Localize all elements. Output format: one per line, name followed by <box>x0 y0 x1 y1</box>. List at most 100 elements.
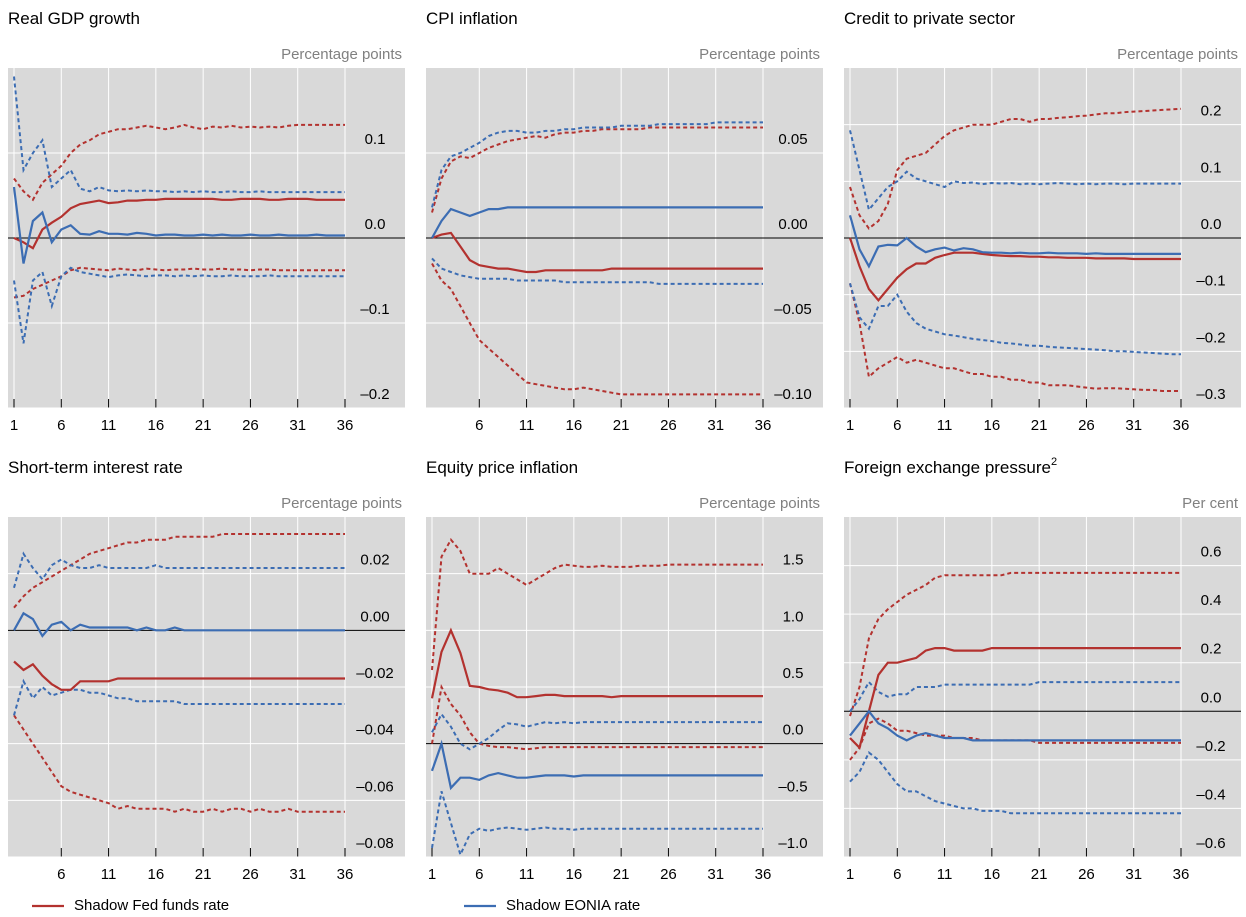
x-tick-label: 16 <box>984 417 1001 434</box>
response-line <box>849 647 1181 750</box>
x-tick-label: 36 <box>755 417 772 434</box>
response-line <box>849 709 1181 742</box>
y-tick-label: 0.6 <box>1201 544 1222 561</box>
x-tick-label: 16 <box>984 866 1001 883</box>
y-tick-label: –0.10 <box>774 386 812 403</box>
x-tick-label: 16 <box>566 417 583 434</box>
x-tick-label: 11 <box>519 866 535 883</box>
x-tick-label: 6 <box>475 866 483 883</box>
x-tick-label: 26 <box>660 866 677 883</box>
y-tick-label: –0.6 <box>1196 835 1225 852</box>
x-tick-label: 6 <box>57 866 65 883</box>
x-tick-label: 21 <box>1031 866 1048 883</box>
band-line <box>849 107 1182 230</box>
x-tick-label: 26 <box>1078 417 1095 434</box>
y-tick-label: –0.2 <box>1196 738 1225 755</box>
y-tick-label: 0.2 <box>1201 641 1222 658</box>
band-line <box>13 266 345 344</box>
title-text: Equity price inflation <box>426 458 578 477</box>
x-tick-label: 31 <box>289 866 306 883</box>
y-tick-label: 1.5 <box>783 552 804 569</box>
y-tick-label: –1.0 <box>778 835 807 852</box>
y-tick-label: 0.1 <box>365 131 386 148</box>
x-tick-label: 36 <box>1173 417 1190 434</box>
band-line <box>13 123 345 202</box>
panel-title: Credit to private sector <box>844 9 1015 28</box>
x-tick-label: 21 <box>613 417 630 434</box>
band-line <box>849 130 1181 212</box>
band-line <box>431 537 763 671</box>
y-tick-label: 0.1 <box>1201 159 1222 176</box>
y-tick-label: –0.5 <box>778 778 807 795</box>
x-tick-label: 36 <box>755 866 772 883</box>
response-line <box>13 197 345 250</box>
response-line <box>848 215 1181 269</box>
panel-title: Real GDP growth <box>8 9 140 28</box>
unit-label: Percentage points <box>1117 46 1238 63</box>
x-tick-label: 21 <box>195 866 212 883</box>
title-text: CPI inflation <box>426 9 518 28</box>
unit-label: Percentage points <box>699 495 820 512</box>
x-tick-label: 1 <box>846 866 854 883</box>
y-tick-label: –0.2 <box>1196 329 1225 346</box>
band-line <box>13 266 345 299</box>
band-line <box>849 283 1181 356</box>
y-tick-label: –0.3 <box>1196 386 1225 403</box>
y-tick-label: –0.04 <box>356 722 394 739</box>
x-tick-label: 16 <box>148 417 165 434</box>
x-tick-label: 11 <box>937 417 953 434</box>
band-line <box>849 680 1181 712</box>
y-tick-label: 0.00 <box>360 608 389 625</box>
band-line <box>431 263 763 396</box>
legend-label: Shadow Fed funds rate <box>74 897 229 914</box>
y-tick-label: 0.00 <box>778 216 807 233</box>
y-tick-label: –0.4 <box>1196 786 1225 803</box>
x-tick-label: 36 <box>337 866 354 883</box>
y-tick-label: 0.02 <box>360 552 389 569</box>
y-tick-label: –0.02 <box>356 665 394 682</box>
band-line <box>13 76 345 194</box>
y-tick-label: –0.06 <box>356 778 394 795</box>
x-tick-label: 11 <box>101 866 117 883</box>
x-tick-label: 21 <box>1031 417 1048 434</box>
unit-label: Per cent <box>1182 495 1239 512</box>
x-tick-label: 31 <box>1125 417 1142 434</box>
x-tick-label: 6 <box>57 417 65 434</box>
x-tick-label: 26 <box>1078 866 1095 883</box>
x-tick-label: 6 <box>475 417 483 434</box>
title-text: Real GDP growth <box>8 9 140 28</box>
x-tick-label: 1 <box>428 866 436 883</box>
x-tick-label: 31 <box>1125 866 1142 883</box>
x-tick-label: 11 <box>519 417 535 434</box>
x-tick-label: 6 <box>893 866 901 883</box>
x-tick-label: 26 <box>242 866 259 883</box>
title-text: Credit to private sector <box>844 9 1015 28</box>
x-tick-label: 31 <box>707 866 724 883</box>
band-line <box>13 714 345 813</box>
response-line <box>430 627 763 699</box>
y-tick-label: –0.1 <box>1196 273 1225 290</box>
x-tick-label: 1 <box>10 417 18 434</box>
response-line <box>430 739 763 791</box>
y-tick-label: –0.05 <box>774 301 812 318</box>
panel-title: CPI inflation <box>426 9 518 28</box>
response-line <box>848 237 1181 303</box>
band-line <box>431 684 763 751</box>
y-tick-label: 0.05 <box>778 131 807 148</box>
y-tick-label: –0.1 <box>360 301 389 318</box>
x-tick-label: 21 <box>613 866 630 883</box>
x-tick-label: 21 <box>195 417 212 434</box>
y-tick-label: –0.08 <box>356 835 394 852</box>
x-tick-label: 31 <box>707 417 724 434</box>
x-tick-label: 26 <box>660 417 677 434</box>
y-tick-label: 0.0 <box>1201 216 1222 233</box>
band-line <box>849 717 1181 761</box>
band-line <box>849 751 1181 815</box>
response-line <box>12 186 345 264</box>
response-line <box>431 206 763 239</box>
unit-label: Percentage points <box>699 46 820 63</box>
panel-title: Equity price inflation <box>426 458 578 477</box>
x-tick-label: 16 <box>566 866 583 883</box>
x-tick-label: 11 <box>937 866 953 883</box>
